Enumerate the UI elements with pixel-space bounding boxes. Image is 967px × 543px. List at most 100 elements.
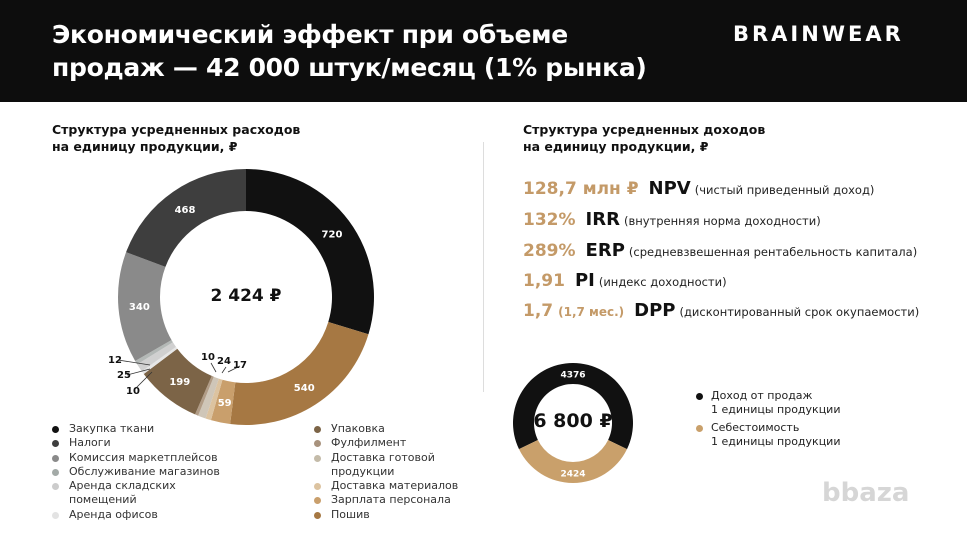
label-delivery-goods: 24 — [217, 356, 231, 367]
watermark: bbaza — [822, 478, 910, 508]
legend-label: Упаковка — [331, 422, 385, 435]
legend-label: 1 единицы продукции — [711, 435, 841, 448]
label-warehouse-rent: 25 — [117, 370, 131, 381]
slice-label: 340 — [129, 302, 150, 313]
slice-8 — [137, 342, 176, 372]
slice-label: 468 — [175, 205, 196, 216]
slice-label: 540 — [294, 383, 315, 394]
slice-2 — [210, 379, 236, 425]
metric-desc: (дисконтированный срок окупаемости) — [679, 305, 920, 319]
label-delivery-materials: 17 — [233, 360, 247, 371]
expenses-total: 2 424 ₽ — [210, 286, 282, 306]
metric-dpp: 1,7 (1,7 мес.) DPP (дисконтированный срок о… — [523, 300, 919, 321]
metric-desc: (чистый приведенный доход) — [694, 183, 875, 197]
slice-label: 2424 — [560, 470, 585, 480]
slice-1 — [230, 322, 369, 425]
header: Экономический эффект при объеме продаж —… — [0, 0, 967, 102]
leader-line — [134, 371, 153, 390]
subtitle-line: на единицу продукции, ₽ — [523, 139, 709, 154]
metric-value: 289% — [523, 241, 576, 261]
income-subtitle: Структура усредненных доходов на единицу… — [523, 121, 765, 155]
slice-11 — [126, 169, 246, 267]
metric-desc: (индекс доходности) — [598, 275, 727, 289]
subtitle-line: Структура усредненных доходов — [523, 122, 766, 137]
leader-line — [126, 368, 151, 376]
label-fulfilment: 10 — [201, 352, 215, 363]
metric-irr: 132% IRR (внутренняя норма доходности) — [523, 209, 821, 230]
legend-label: Пошив — [331, 507, 370, 521]
legend-dot — [52, 468, 59, 476]
legend-left: Закупка ткани Налоги Комиссия маркетплей… — [52, 422, 220, 522]
metric-value: 132% — [523, 210, 576, 230]
legend-dot — [314, 454, 321, 462]
slice-5 — [195, 375, 214, 416]
metric-desc: (средневзвешенная рентабельность капитал… — [628, 245, 918, 259]
leader-line — [210, 362, 217, 373]
metric-key: ERP — [585, 240, 625, 261]
legend-item: Налоги — [52, 436, 220, 450]
legend-label: Обслуживание магазинов — [69, 464, 220, 478]
slice-1 — [518, 439, 628, 484]
legend-dot — [696, 393, 703, 400]
legend-item: Аренда складских помещений — [52, 479, 220, 508]
metric-value: 1,7 — [523, 301, 554, 321]
legend-item: Обслуживание магазинов — [52, 465, 220, 479]
metric-value: 128,7 млн ₽ — [523, 179, 639, 199]
metric-desc: (внутренняя норма доходности) — [623, 214, 821, 228]
legend-right: Упаковка Фулфилмент Доставка готовой про… — [314, 422, 458, 522]
metric-key: PI — [574, 270, 595, 291]
metric-value: 1,91 — [523, 271, 565, 291]
label-offices-service: 12 — [108, 355, 122, 366]
legend-label: Себестоимость — [711, 421, 800, 434]
page-title: Экономический эффект при объеме продаж —… — [52, 20, 647, 82]
income-total: 6 800 ₽ — [533, 410, 613, 432]
slice-label: 720 — [322, 229, 343, 240]
legend-dot — [52, 454, 59, 462]
subtitle-line: Структура усредненных расходов — [52, 122, 301, 137]
legend-item: Доставка готовой продукции — [314, 451, 458, 480]
legend-dot — [314, 426, 321, 433]
slice-0 — [246, 169, 374, 335]
legend-item: Комиссия маркетплейсов — [52, 451, 220, 465]
metric-erp: 289% ERP (средневзвешенная рентабельность … — [523, 240, 917, 261]
slice-9 — [135, 340, 173, 365]
legend-item: Зарплата персонала — [314, 493, 458, 507]
metric-pi: 1,91 PI (индекс доходности) — [523, 270, 727, 291]
legend-dot — [52, 483, 59, 491]
legend-dot — [52, 511, 59, 519]
legend-dot — [314, 497, 321, 505]
leader-line — [227, 365, 241, 373]
legend-label: Зарплата персонала — [331, 493, 451, 507]
legend-item: Аренда офисов — [52, 508, 220, 522]
metric-npv: 128,7 млн ₽ NPV (чистый приведенный доход) — [523, 178, 874, 199]
slice-6 — [143, 348, 212, 415]
legend-label: Комиссия маркетплейсов — [69, 450, 218, 464]
slice-7 — [141, 346, 178, 374]
legend-label: 1 единицы продукции — [711, 403, 841, 416]
legend-label: Доставка материалов — [331, 479, 459, 493]
legend-cost: Себестоимость 1 единицы продукции — [696, 421, 840, 449]
metric-key: IRR — [585, 209, 620, 230]
divider — [483, 142, 484, 392]
legend-item: Пошив — [314, 508, 458, 522]
legend-dot — [52, 440, 59, 448]
legend-item: Фулфилмент — [314, 436, 458, 450]
legend-label: Доход от продаж — [711, 389, 813, 402]
leader-line — [221, 366, 227, 374]
slice-label: 59 — [218, 398, 232, 409]
metric-extra: (1,7 мес.) — [558, 305, 625, 319]
legend-item: Упаковка — [314, 422, 458, 436]
expenses-subtitle: Структура усредненных расходов на единиц… — [52, 121, 300, 155]
legend-label: Закупка ткани — [69, 422, 155, 435]
slice-10 — [117, 252, 172, 361]
legend-item: Закупка ткани — [52, 422, 220, 436]
slice-4 — [198, 376, 219, 419]
legend-label: Аренда офисов — [69, 507, 158, 521]
slice-label: 199 — [169, 377, 190, 388]
legend-dot — [314, 511, 321, 519]
subtitle-line: на единицу продукции, ₽ — [52, 139, 238, 154]
legend-dot — [314, 483, 321, 491]
leader-line — [117, 359, 151, 366]
legend-label: Фулфилмент — [331, 436, 407, 450]
slice-3 — [205, 378, 223, 421]
